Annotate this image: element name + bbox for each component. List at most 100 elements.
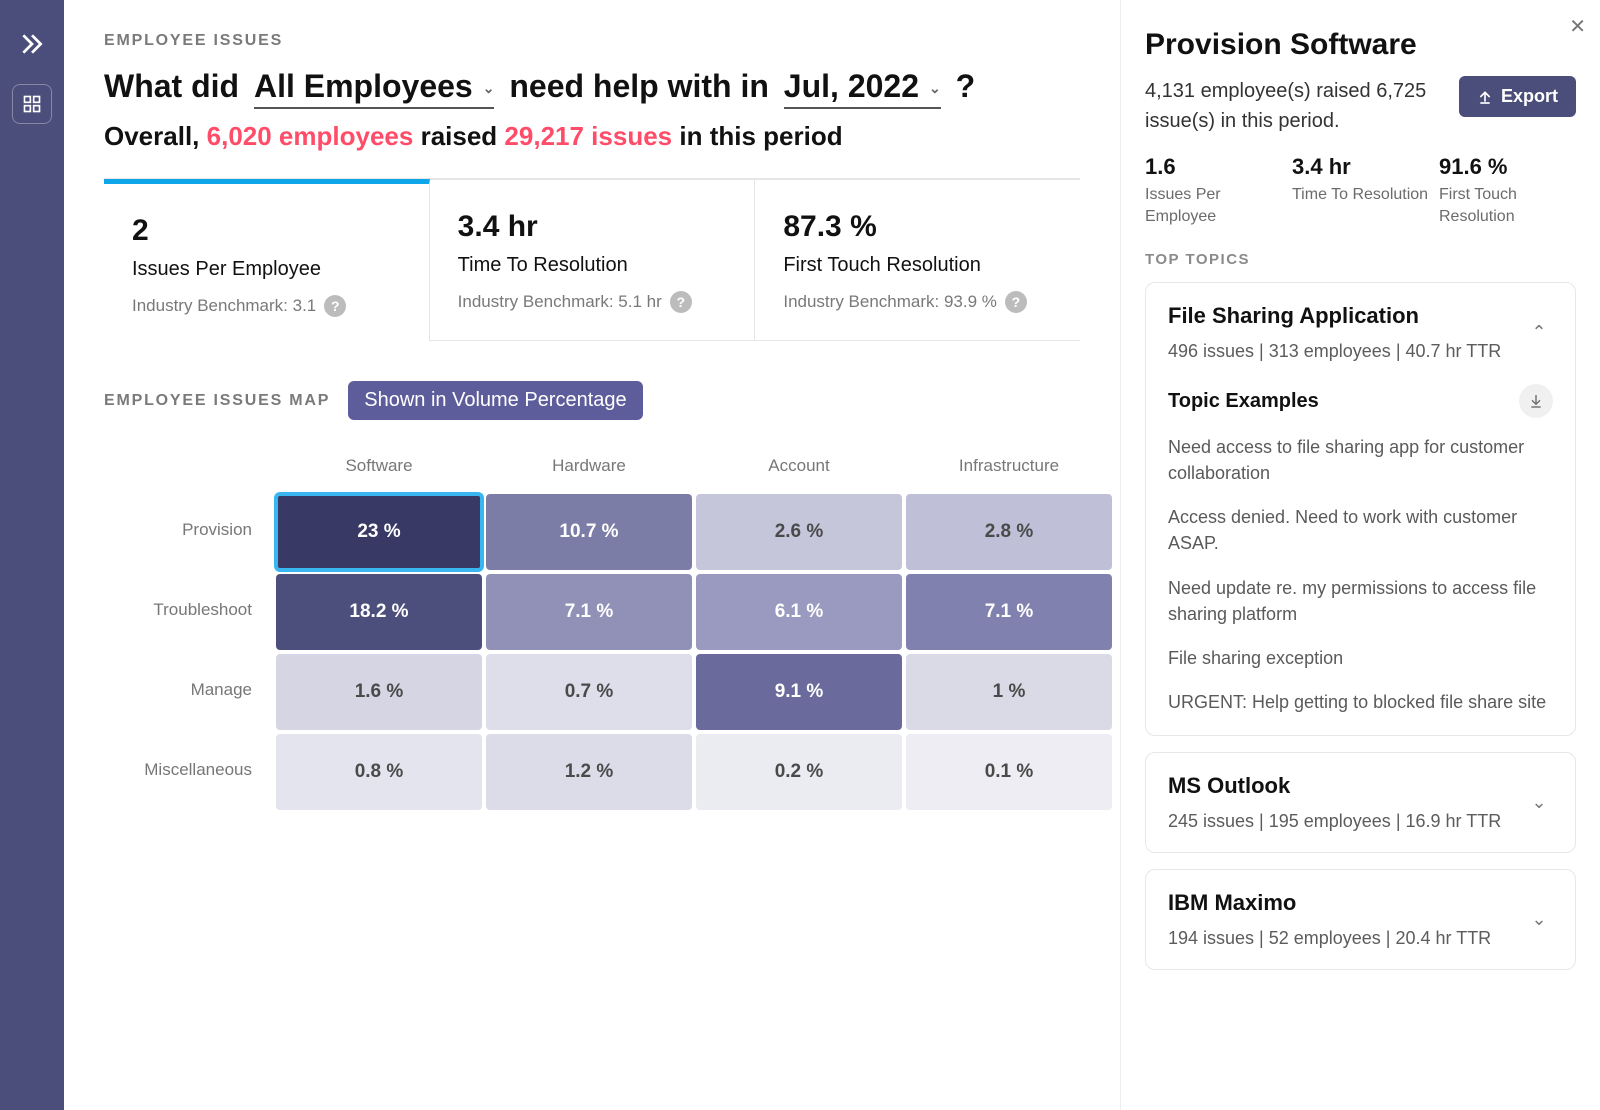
topic-meta: 496 issues | 313 employees | 40.7 hr TTR [1168, 341, 1501, 362]
kpi-benchmark: Industry Benchmark: 5.1 hr ? [458, 291, 727, 313]
app-sidebar [0, 0, 64, 1110]
heatmap-row-header: Provision [104, 492, 274, 568]
chevron-up-icon[interactable]: ⌃ [1525, 319, 1553, 347]
heatmap-cell[interactable]: 6.1 % [696, 574, 902, 650]
employees-filter[interactable]: All Employees ⌄ [254, 68, 494, 109]
heatmap-row-header: Manage [104, 652, 274, 728]
heatmap-cell[interactable]: 10.7 % [486, 494, 692, 570]
export-button[interactable]: Export [1459, 76, 1576, 117]
help-icon[interactable]: ? [670, 291, 692, 313]
fast-forward-icon[interactable] [12, 24, 52, 64]
heatmap-cell[interactable]: 2.8 % [906, 494, 1112, 570]
kpi-benchmark: Industry Benchmark: 3.1 ? [132, 295, 401, 317]
issues-count: 29,217 issues [504, 121, 672, 151]
panel-kpis: 1.6 Issues Per Employee 3.4 hr Time To Reso… [1145, 154, 1576, 227]
employees-filter-value: All Employees [254, 68, 473, 105]
kpi-card[interactable]: 87.3 % First Touch Resolution Industry Ben… [755, 179, 1080, 341]
heatmap-col-header: Infrastructure [904, 444, 1114, 492]
kpi-card[interactable]: 2 Issues Per Employee Industry Benchmark: … [104, 179, 430, 341]
heatmap-cell[interactable]: 23 % [276, 494, 482, 570]
heatmap-cell[interactable]: 7.1 % [906, 574, 1112, 650]
heatmap-cell[interactable]: 0.1 % [906, 734, 1112, 810]
topic-meta: 194 issues | 52 employees | 20.4 hr TTR [1168, 928, 1491, 949]
heatmap-cell[interactable]: 0.2 % [696, 734, 902, 810]
kpi-benchmark: Industry Benchmark: 93.9 % ? [783, 291, 1052, 313]
heatmap-cell[interactable]: 18.2 % [276, 574, 482, 650]
panel-kpi-label: Issues Per Employee [1145, 184, 1282, 227]
heatmap-cell[interactable]: 2.6 % [696, 494, 902, 570]
date-filter[interactable]: Jul, 2022 ⌄ [784, 68, 941, 109]
kpi-label: First Touch Resolution [783, 254, 1052, 277]
example-item: Access denied. Need to work with custome… [1168, 504, 1553, 556]
heatmap-row-header: Miscellaneous [104, 732, 274, 808]
heatmap-cell[interactable]: 7.1 % [486, 574, 692, 650]
kpi-label: Time To Resolution [458, 254, 727, 277]
kpi-value: 87.3 % [783, 210, 1052, 244]
example-list: Need access to file sharing app for cust… [1168, 434, 1553, 715]
heatmap-cell[interactable]: 1 % [906, 654, 1112, 730]
employees-count: 6,020 employees [207, 121, 414, 151]
kpi-value: 2 [132, 214, 401, 248]
topic-title: File Sharing Application [1168, 303, 1501, 329]
panel-kpi: 3.4 hr Time To Resolution [1292, 154, 1429, 227]
map-label: EMPLOYEE ISSUES MAP [104, 392, 330, 410]
example-item: Need access to file sharing app for cust… [1168, 434, 1553, 486]
topic-meta: 245 issues | 195 employees | 16.9 hr TTR [1168, 811, 1501, 832]
headline-suffix: ? [956, 68, 976, 104]
export-label: Export [1501, 86, 1558, 107]
panel-kpi-label: Time To Resolution [1292, 184, 1429, 206]
heatmap-col-header: Account [694, 444, 904, 492]
help-icon[interactable]: ? [1005, 291, 1027, 313]
heatmap-cell[interactable]: 9.1 % [696, 654, 902, 730]
topic-examples-label: Topic Examples [1168, 390, 1319, 413]
panel-kpi-label: First Touch Resolution [1439, 184, 1576, 227]
detail-panel: ✕ Provision Software 4,131 employee(s) r… [1120, 0, 1600, 1110]
topic-card[interactable]: File Sharing Application 496 issues | 313… [1145, 282, 1576, 736]
example-item: File sharing exception [1168, 645, 1553, 671]
headline: What did All Employees ⌄ need help with … [104, 68, 1080, 109]
chevron-down-icon: ⌄ [483, 80, 495, 97]
headline-prefix: What did [104, 68, 239, 104]
panel-kpi-value: 1.6 [1145, 154, 1282, 180]
map-header: EMPLOYEE ISSUES MAP Shown in Volume Perc… [104, 381, 1080, 420]
example-item: Need update re. my permissions to access… [1168, 575, 1553, 627]
heatmap-cell[interactable]: 0.8 % [276, 734, 482, 810]
heatmap-col-header: Hardware [484, 444, 694, 492]
panel-kpi: 91.6 %First Touch Resolution [1439, 154, 1576, 227]
heatmap-cell[interactable]: 1.2 % [486, 734, 692, 810]
download-icon[interactable] [1519, 384, 1553, 418]
heatmap-cell[interactable]: 0.7 % [486, 654, 692, 730]
subheadline: Overall, 6,020 employees raised 29,217 i… [104, 121, 1080, 152]
heatmap-row-header: Troubleshoot [104, 572, 274, 648]
heatmap: SoftwareHardwareAccountInfrastructurePro… [104, 444, 1080, 812]
topic-card[interactable]: IBM Maximo 194 issues | 52 employees | 20… [1145, 869, 1576, 970]
panel-kpi-value: 3.4 hr [1292, 154, 1429, 180]
chevron-down-icon[interactable]: ⌄ [1525, 905, 1553, 933]
chevron-down-icon[interactable]: ⌄ [1525, 788, 1553, 816]
section-label: EMPLOYEE ISSUES [104, 32, 1080, 50]
topic-title: MS Outlook [1168, 773, 1501, 799]
grid-icon[interactable] [12, 84, 52, 124]
panel-title: Provision Software [1145, 28, 1576, 62]
heatmap-cell[interactable]: 1.6 % [276, 654, 482, 730]
kpi-label: Issues Per Employee [132, 258, 401, 281]
map-mode-badge[interactable]: Shown in Volume Percentage [348, 381, 642, 420]
close-icon[interactable]: ✕ [1569, 14, 1586, 39]
topics-list: File Sharing Application 496 issues | 313… [1145, 282, 1576, 970]
date-filter-value: Jul, 2022 [784, 68, 919, 105]
kpi-card[interactable]: 3.4 hr Time To Resolution Industry Benchma… [430, 179, 756, 341]
headline-mid: need help with in [509, 68, 769, 104]
kpi-value: 3.4 hr [458, 210, 727, 244]
topic-card[interactable]: MS Outlook 245 issues | 195 employees | 1… [1145, 752, 1576, 853]
topic-title: IBM Maximo [1168, 890, 1491, 916]
help-icon[interactable]: ? [324, 295, 346, 317]
main-content: EMPLOYEE ISSUES What did All Employees ⌄… [64, 0, 1120, 1110]
panel-summary: 4,131 employee(s) raised 6,725 issue(s) … [1145, 76, 1443, 136]
heatmap-col-header: Software [274, 444, 484, 492]
panel-kpi: 1.6 Issues Per Employee [1145, 154, 1282, 227]
top-topics-label: TOP TOPICS [1145, 251, 1576, 268]
example-item: URGENT: Help getting to blocked file sha… [1168, 689, 1553, 715]
upload-icon [1477, 89, 1493, 105]
chevron-down-icon: ⌄ [929, 80, 941, 97]
kpi-row: 2 Issues Per Employee Industry Benchmark: … [104, 178, 1080, 341]
